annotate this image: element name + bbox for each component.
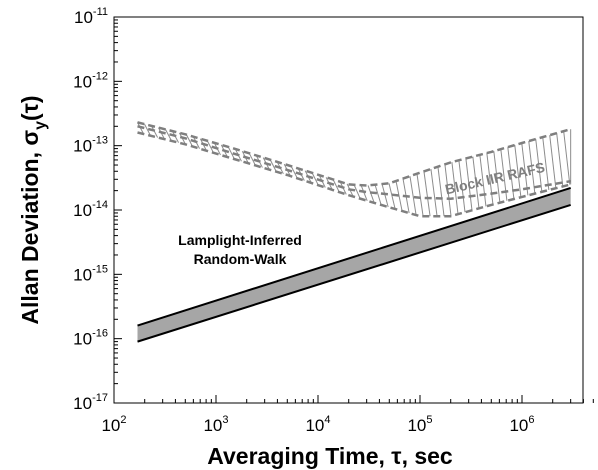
rafs-hatch-line bbox=[563, 131, 571, 185]
x-tick-base: 10 bbox=[407, 416, 426, 435]
rafs-hatch-line bbox=[437, 166, 445, 217]
rafs-hatch-line bbox=[388, 183, 396, 210]
annotation-rafs: Block IIR RAFS bbox=[443, 159, 546, 198]
rafs-hatch-line bbox=[458, 160, 466, 213]
y-tick-label: 10-11 bbox=[74, 6, 108, 27]
lamplight-band-upper bbox=[137, 187, 571, 327]
rafs-hatch-line bbox=[381, 183, 389, 208]
rafs-hatch-line bbox=[409, 176, 417, 216]
y-tick-base: 10 bbox=[73, 137, 92, 156]
y-tick-label: 10-15 bbox=[73, 263, 108, 284]
rafs-hatch-line bbox=[430, 168, 438, 217]
x-tick-base: 10 bbox=[305, 416, 324, 435]
rafs-hatch-line bbox=[493, 151, 501, 203]
rafs-hatch-line bbox=[556, 133, 564, 187]
lamplight-band-lower bbox=[137, 203, 571, 343]
y-tick-base: 10 bbox=[73, 394, 92, 413]
annotation-lamplight-line-1: Lamplight-Inferred bbox=[178, 232, 302, 248]
x-tick-base: 10 bbox=[509, 416, 528, 435]
x-tick-label: 103 bbox=[203, 414, 228, 435]
x-tick-base: 10 bbox=[101, 416, 120, 435]
y-tick-base: 10 bbox=[74, 8, 93, 27]
series-layer bbox=[137, 121, 572, 343]
y-tick-label: 10-16 bbox=[73, 328, 108, 349]
y-tick-label: 10-14 bbox=[73, 199, 108, 220]
x-tick-exp: 5 bbox=[426, 414, 432, 426]
annotation-rafs-line-1: Block IIR RAFS bbox=[443, 159, 546, 198]
x-axis-title: Averaging Time, τ, sec bbox=[207, 443, 453, 469]
rafs-hatch-line bbox=[144, 123, 152, 136]
rafs-hatch-line bbox=[535, 139, 543, 192]
rafs-hatch-line bbox=[528, 141, 536, 194]
x-tick-exp: 4 bbox=[324, 414, 330, 426]
y-tick-label: 10-17 bbox=[73, 392, 108, 413]
rafs-hatch-line bbox=[416, 173, 424, 217]
x-tick-label: 104 bbox=[305, 414, 330, 435]
rafs-middle-line bbox=[137, 125, 571, 200]
rafs-hatch-line bbox=[360, 185, 368, 201]
x-tick-base: 10 bbox=[203, 416, 222, 435]
y-tick-exp: -17 bbox=[92, 392, 108, 404]
rafs-hatch-line bbox=[269, 159, 277, 172]
rafs-hatch-line bbox=[367, 185, 375, 204]
rafs-hatch-line bbox=[185, 134, 193, 147]
rafs-hatch-line bbox=[479, 154, 487, 207]
y-tick-base: 10 bbox=[73, 72, 92, 91]
ticks-layer: 102 103 104 105 10610-1710-1610-1510-1410-13… bbox=[73, 6, 594, 435]
y-tick-base: 10 bbox=[73, 265, 92, 284]
y-tick-exp: -14 bbox=[92, 199, 108, 211]
rafs-hatch-line bbox=[549, 135, 557, 189]
x-tick-exp: 2 bbox=[120, 414, 126, 426]
rafs-hatch-line bbox=[165, 129, 173, 142]
y-tick-label: 10-12 bbox=[73, 70, 108, 91]
annotation-lamplight: Lamplight-Inferred Random-Walk bbox=[178, 232, 302, 267]
y-axis-title: Allan Deviation, σy(τ) bbox=[17, 95, 49, 324]
rafs-hatch-line bbox=[206, 140, 214, 154]
y-tick-exp: -16 bbox=[92, 328, 108, 340]
rafs-upper-line bbox=[137, 121, 572, 187]
x-tick-exp: 6 bbox=[528, 414, 534, 426]
rafs-hatch-line bbox=[514, 145, 522, 198]
y-tick-exp: -13 bbox=[92, 135, 108, 147]
x-tick-label: 102 bbox=[101, 414, 126, 435]
rafs-lower-line bbox=[137, 131, 572, 218]
x-tick-label: 106 bbox=[509, 414, 534, 435]
rafs-hatch-line bbox=[290, 166, 298, 179]
rafs-hatch-line bbox=[465, 158, 473, 211]
rafs-hatch-line bbox=[227, 146, 235, 160]
y-tick-base: 10 bbox=[73, 201, 92, 220]
rafs-hatch-line bbox=[451, 162, 459, 215]
rafs-hatch-line bbox=[248, 153, 256, 166]
rafs-hatch-line bbox=[521, 143, 529, 196]
x-tick-exp: 3 bbox=[222, 414, 228, 426]
annotation-lamplight-line-2: Random-Walk bbox=[194, 251, 287, 267]
y-axis-title-text: Allan Deviation, σy(τ) bbox=[17, 95, 49, 324]
rafs-hatch-line bbox=[472, 156, 480, 209]
y-tick-exp: -11 bbox=[93, 6, 108, 18]
rafs-hatch-line bbox=[353, 184, 361, 199]
rafs-hatch-line bbox=[423, 171, 431, 217]
rafs-hatch-line bbox=[486, 152, 494, 205]
rafs-hatch-line bbox=[542, 137, 550, 191]
x-tick-label: 105 bbox=[407, 414, 432, 435]
rafs-hatch-line bbox=[395, 180, 403, 212]
y-tick-base: 10 bbox=[73, 330, 92, 349]
rafs-hatch-line bbox=[311, 172, 319, 186]
rafs-hatch-line bbox=[332, 179, 340, 193]
lamplight-band-fill bbox=[137, 187, 571, 342]
rafs-hatch-line bbox=[444, 164, 452, 217]
y-tick-label: 10-13 bbox=[73, 135, 108, 156]
y-tick-exp: -12 bbox=[92, 70, 108, 82]
rafs-hatch-line bbox=[374, 184, 382, 206]
y-tick-exp: -15 bbox=[92, 263, 108, 275]
